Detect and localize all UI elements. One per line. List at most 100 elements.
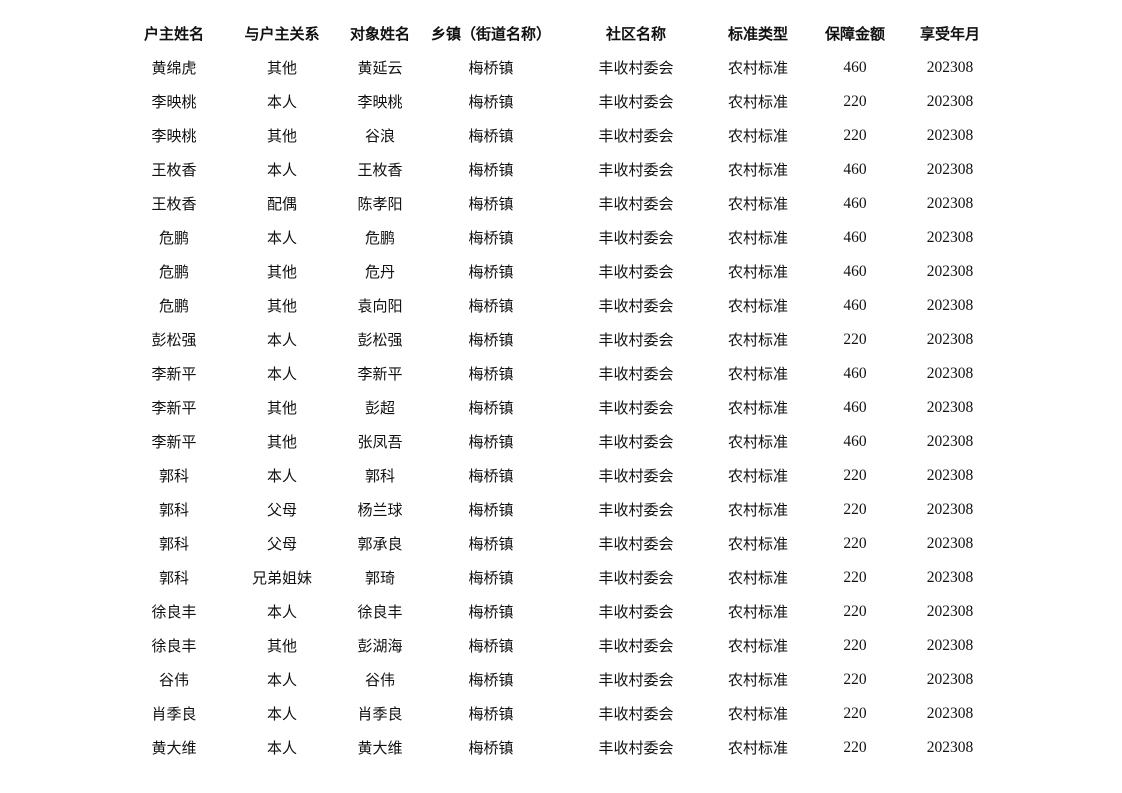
- cell-relation: 其他: [266, 297, 298, 315]
- cell-township: 梅桥镇: [468, 365, 514, 383]
- cell-standard-type: 农村标准: [727, 705, 789, 723]
- cell-community: 丰收村委会: [598, 399, 674, 417]
- cell-recipient-name: 彭湖海: [357, 637, 403, 655]
- cell-recipient-name: 危丹: [364, 263, 396, 281]
- table-row: 郭科 兄弟姐妹 郭琦 梅桥镇 丰收村委会 农村标准 220 202308: [0, 561, 1122, 595]
- cell-relation: 其他: [266, 433, 298, 451]
- cell-community: 丰收村委会: [598, 433, 674, 451]
- cell-recipient-name: 郭科: [364, 467, 396, 485]
- cell-recipient-name: 王枚香: [357, 161, 403, 179]
- table-row: 郭科 本人 郭科 梅桥镇 丰收村委会 农村标准 220 202308: [0, 459, 1122, 493]
- cell-community: 丰收村委会: [598, 603, 674, 621]
- cell-township: 梅桥镇: [468, 59, 514, 77]
- cell-amount: 220: [843, 705, 867, 722]
- cell-amount: 220: [843, 637, 867, 654]
- cell-standard-type: 农村标准: [727, 399, 789, 417]
- cell-relation: 父母: [266, 535, 298, 553]
- cell-township: 梅桥镇: [468, 195, 514, 213]
- cell-relation: 父母: [266, 501, 298, 519]
- cell-standard-type: 农村标准: [727, 331, 789, 349]
- cell-amount: 220: [843, 331, 867, 348]
- header-standard-type: 标准类型: [727, 25, 789, 43]
- cell-householder-name: 徐良丰: [151, 603, 197, 621]
- cell-amount: 460: [843, 59, 867, 76]
- cell-township: 梅桥镇: [468, 637, 514, 655]
- cell-recipient-name: 肖季良: [357, 705, 403, 723]
- cell-recipient-name: 陈孝阳: [357, 195, 403, 213]
- cell-standard-type: 农村标准: [727, 671, 789, 689]
- cell-month: 202308: [926, 705, 974, 722]
- cell-householder-name: 黄大维: [151, 739, 197, 757]
- cell-amount: 220: [843, 739, 867, 756]
- cell-month: 202308: [926, 263, 974, 280]
- cell-standard-type: 农村标准: [727, 93, 789, 111]
- cell-month: 202308: [926, 195, 974, 212]
- cell-standard-type: 农村标准: [727, 195, 789, 213]
- cell-standard-type: 农村标准: [727, 603, 789, 621]
- cell-recipient-name: 郭承良: [357, 535, 403, 553]
- cell-householder-name: 危鹏: [158, 297, 190, 315]
- table-row: 谷伟 本人 谷伟 梅桥镇 丰收村委会 农村标准 220 202308: [0, 663, 1122, 697]
- cell-standard-type: 农村标准: [727, 127, 789, 145]
- cell-community: 丰收村委会: [598, 127, 674, 145]
- header-relation: 与户主关系: [244, 25, 320, 43]
- cell-township: 梅桥镇: [468, 467, 514, 485]
- cell-relation: 其他: [266, 399, 298, 417]
- cell-householder-name: 李新平: [151, 433, 197, 451]
- table-row: 彭松强 本人 彭松强 梅桥镇 丰收村委会 农村标准 220 202308: [0, 323, 1122, 357]
- cell-relation: 兄弟姐妹: [251, 569, 313, 587]
- header-month: 享受年月: [919, 25, 981, 43]
- cell-recipient-name: 黄大维: [357, 739, 403, 757]
- table-row: 黄大维 本人 黄大维 梅桥镇 丰收村委会 农村标准 220 202308: [0, 731, 1122, 765]
- cell-recipient-name: 张凤吾: [357, 433, 403, 451]
- cell-month: 202308: [926, 535, 974, 552]
- table-row: 危鹏 其他 危丹 梅桥镇 丰收村委会 农村标准 460 202308: [0, 255, 1122, 289]
- cell-township: 梅桥镇: [468, 399, 514, 417]
- cell-month: 202308: [926, 637, 974, 654]
- cell-month: 202308: [926, 161, 974, 178]
- cell-community: 丰收村委会: [598, 467, 674, 485]
- cell-amount: 460: [843, 229, 867, 246]
- table-row: 肖季良 本人 肖季良 梅桥镇 丰收村委会 农村标准 220 202308: [0, 697, 1122, 731]
- table-row: 李新平 其他 彭超 梅桥镇 丰收村委会 农村标准 460 202308: [0, 391, 1122, 425]
- cell-community: 丰收村委会: [598, 671, 674, 689]
- cell-community: 丰收村委会: [598, 331, 674, 349]
- cell-recipient-name: 袁向阳: [357, 297, 403, 315]
- cell-community: 丰收村委会: [598, 739, 674, 757]
- table-row: 李新平 其他 张凤吾 梅桥镇 丰收村委会 农村标准 460 202308: [0, 425, 1122, 459]
- header-amount: 保障金额: [824, 25, 886, 43]
- cell-community: 丰收村委会: [598, 535, 674, 553]
- cell-householder-name: 王枚香: [151, 161, 197, 179]
- cell-month: 202308: [926, 501, 974, 518]
- cell-township: 梅桥镇: [468, 297, 514, 315]
- cell-recipient-name: 李映桃: [357, 93, 403, 111]
- cell-householder-name: 李映桃: [151, 127, 197, 145]
- cell-amount: 460: [843, 433, 867, 450]
- cell-amount: 460: [843, 263, 867, 280]
- cell-recipient-name: 彭超: [364, 399, 396, 417]
- cell-community: 丰收村委会: [598, 195, 674, 213]
- table-row: 黄绵虎 其他 黄延云 梅桥镇 丰收村委会 农村标准 460 202308: [0, 51, 1122, 85]
- cell-householder-name: 肖季良: [151, 705, 197, 723]
- cell-township: 梅桥镇: [468, 705, 514, 723]
- cell-amount: 220: [843, 603, 867, 620]
- header-township: 乡镇（街道名称）: [430, 25, 552, 43]
- cell-community: 丰收村委会: [598, 297, 674, 315]
- table-row: 郭科 父母 郭承良 梅桥镇 丰收村委会 农村标准 220 202308: [0, 527, 1122, 561]
- cell-community: 丰收村委会: [598, 501, 674, 519]
- table-row: 郭科 父母 杨兰球 梅桥镇 丰收村委会 农村标准 220 202308: [0, 493, 1122, 527]
- cell-standard-type: 农村标准: [727, 467, 789, 485]
- table-row: 危鹏 其他 袁向阳 梅桥镇 丰收村委会 农村标准 460 202308: [0, 289, 1122, 323]
- cell-township: 梅桥镇: [468, 535, 514, 553]
- cell-relation: 本人: [266, 467, 298, 485]
- cell-amount: 460: [843, 365, 867, 382]
- cell-relation: 配偶: [266, 195, 298, 213]
- cell-amount: 220: [843, 93, 867, 110]
- cell-relation: 本人: [266, 229, 298, 247]
- cell-month: 202308: [926, 59, 974, 76]
- cell-amount: 460: [843, 399, 867, 416]
- cell-month: 202308: [926, 603, 974, 620]
- cell-householder-name: 徐良丰: [151, 637, 197, 655]
- cell-amount: 460: [843, 161, 867, 178]
- cell-recipient-name: 郭琦: [364, 569, 396, 587]
